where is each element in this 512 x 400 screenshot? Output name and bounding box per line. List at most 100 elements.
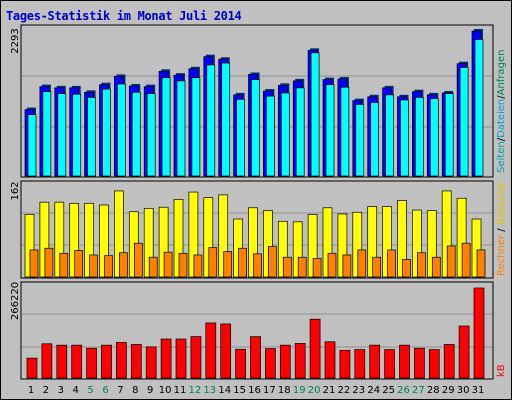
- bar-rechner: [44, 247, 54, 278]
- bar-besuche: [277, 220, 288, 278]
- x-tick-label: 5: [87, 385, 93, 396]
- bar-dateien: [325, 84, 335, 177]
- bar-dateien: [57, 93, 67, 177]
- bar-besuche: [397, 200, 407, 278]
- bar-rechner: [312, 257, 322, 278]
- bar-rechner: [431, 256, 441, 278]
- x-tick-label: 24: [367, 385, 380, 396]
- bar-rechner: [461, 242, 471, 278]
- bar-besuche: [307, 214, 318, 278]
- bar-kb: [116, 342, 127, 379]
- bar-rechner: [238, 247, 247, 278]
- bar-kb: [354, 349, 366, 379]
- bar-besuche: [203, 197, 214, 278]
- bar-rechner: [282, 256, 292, 278]
- bar-dateien: [400, 99, 409, 177]
- bar-dateien: [206, 64, 216, 177]
- bar-besuche: [337, 213, 348, 278]
- bar-dateien: [280, 92, 290, 177]
- x-tick-label: 10: [159, 385, 172, 396]
- bar-besuche: [426, 210, 437, 278]
- bar-dateien: [474, 39, 484, 177]
- bar-besuche: [471, 218, 482, 278]
- x-tick-label: 23: [352, 385, 365, 396]
- bar-rechner: [297, 256, 307, 278]
- bar-besuche: [173, 199, 184, 278]
- bar-rechner: [74, 250, 84, 278]
- x-tick-label: 2: [43, 385, 49, 396]
- bar-rechner: [178, 252, 188, 278]
- bar-besuche: [382, 206, 392, 278]
- bar-kb: [145, 346, 157, 379]
- bar-dateien: [87, 97, 96, 177]
- bar-rechner: [163, 251, 173, 278]
- x-tick-label: 16: [248, 385, 261, 396]
- bar-dateien: [370, 102, 380, 177]
- bar-kb: [414, 347, 425, 379]
- bar-dateien: [385, 94, 394, 177]
- bar-rechner: [89, 254, 98, 278]
- bar-kb: [220, 323, 232, 379]
- bar-dateien: [415, 97, 424, 177]
- bar-kb: [309, 318, 321, 379]
- legend-bottom-part: kB: [496, 364, 507, 377]
- bar-kb: [369, 344, 381, 379]
- bar-besuche: [143, 207, 154, 278]
- legend-middle-part: Rechner: [496, 234, 507, 276]
- x-tick-label: 17: [263, 385, 276, 396]
- bar-kb: [339, 349, 351, 379]
- legend-top-part: Dateien: [496, 99, 507, 138]
- bar-rechner: [253, 253, 262, 278]
- bar-kb: [250, 336, 261, 379]
- bar-besuche: [84, 202, 94, 278]
- bar-dateien: [429, 98, 439, 177]
- bar-besuche: [158, 206, 169, 278]
- bar-rechner: [208, 247, 218, 278]
- bar-dateien: [295, 87, 305, 177]
- y-max-label: 2293: [10, 28, 21, 53]
- x-tick-label: 21: [323, 385, 336, 396]
- bar-rechner: [327, 252, 337, 278]
- bar-dateien: [266, 95, 275, 177]
- bar-kb: [443, 344, 455, 379]
- legend-top-part: Seiten: [496, 141, 507, 173]
- bar-dateien: [27, 114, 37, 177]
- bar-rechner: [223, 251, 233, 278]
- x-tick-label: 25: [382, 385, 395, 396]
- x-tick-label: 28: [427, 385, 440, 396]
- x-tick-label: 15: [233, 385, 246, 396]
- bar-dateien: [117, 83, 126, 177]
- bar-kb: [279, 344, 291, 379]
- bar-kb: [399, 344, 410, 379]
- bar-kb: [130, 344, 142, 379]
- x-tick-label: 26: [397, 385, 410, 396]
- bar-dateien: [191, 77, 201, 177]
- bar-rechner: [402, 259, 411, 278]
- bar-rechner: [148, 256, 158, 278]
- bar-kb: [265, 348, 276, 379]
- bar-besuche: [188, 191, 199, 278]
- bar-besuche: [248, 207, 258, 278]
- bar-dateien: [236, 98, 245, 177]
- bar-kb: [205, 322, 217, 379]
- x-tick-label: 8: [132, 385, 138, 396]
- bar-dateien: [444, 93, 454, 177]
- x-tick-label: 22: [338, 385, 351, 396]
- bar-besuche: [69, 202, 80, 278]
- bar-rechner: [387, 249, 396, 278]
- x-tick-label: 31: [472, 385, 485, 396]
- bar-rechner: [193, 254, 203, 278]
- x-tick-label: 19: [293, 385, 306, 396]
- bar-kb: [26, 357, 38, 379]
- bar-kb: [71, 344, 83, 379]
- bar-rechner: [104, 255, 113, 278]
- x-tick-label: 9: [147, 385, 153, 396]
- bar-besuche: [292, 221, 303, 278]
- bar-besuche: [352, 211, 363, 278]
- bar-besuche: [114, 190, 124, 278]
- bar-rechner: [133, 242, 143, 278]
- y-max-label: 266220: [10, 282, 21, 320]
- x-tick-label: 11: [174, 385, 187, 396]
- bar-dateien: [251, 79, 260, 177]
